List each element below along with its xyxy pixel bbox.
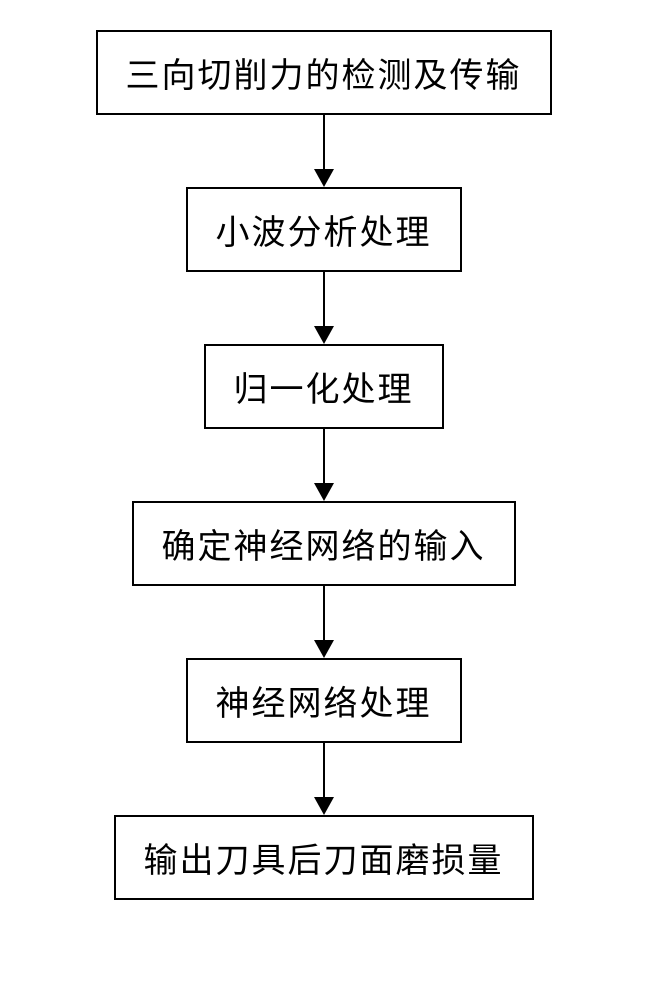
step-label: 三向切削力的检测及传输 [126, 48, 522, 97]
flowchart-step-3: 归一化处理 [204, 344, 444, 429]
flowchart-step-1: 三向切削力的检测及传输 [96, 30, 552, 115]
flowchart-step-2: 小波分析处理 [186, 187, 462, 272]
arrow-connector [314, 272, 334, 344]
flowchart-step-5: 神经网络处理 [186, 658, 462, 743]
arrow-line [323, 115, 325, 169]
arrow-connector [314, 115, 334, 187]
step-label: 输出刀具后刀面磨损量 [144, 833, 504, 882]
flowchart-step-6: 输出刀具后刀面磨损量 [114, 815, 534, 900]
arrow-head-icon [314, 326, 334, 344]
arrow-line [323, 743, 325, 797]
arrow-connector [314, 743, 334, 815]
step-label: 归一化处理 [234, 362, 414, 411]
flowchart-container: 三向切削力的检测及传输 小波分析处理 归一化处理 确定神经网络的输入 神经网络处… [96, 30, 552, 900]
arrow-head-icon [314, 483, 334, 501]
arrow-connector [314, 586, 334, 658]
flowchart-step-4: 确定神经网络的输入 [132, 501, 516, 586]
arrow-head-icon [314, 169, 334, 187]
arrow-head-icon [314, 640, 334, 658]
step-label: 神经网络处理 [216, 676, 432, 725]
arrow-line [323, 586, 325, 640]
arrow-line [323, 272, 325, 326]
arrow-connector [314, 429, 334, 501]
arrow-line [323, 429, 325, 483]
step-label: 确定神经网络的输入 [162, 519, 486, 568]
arrow-head-icon [314, 797, 334, 815]
step-label: 小波分析处理 [216, 205, 432, 254]
